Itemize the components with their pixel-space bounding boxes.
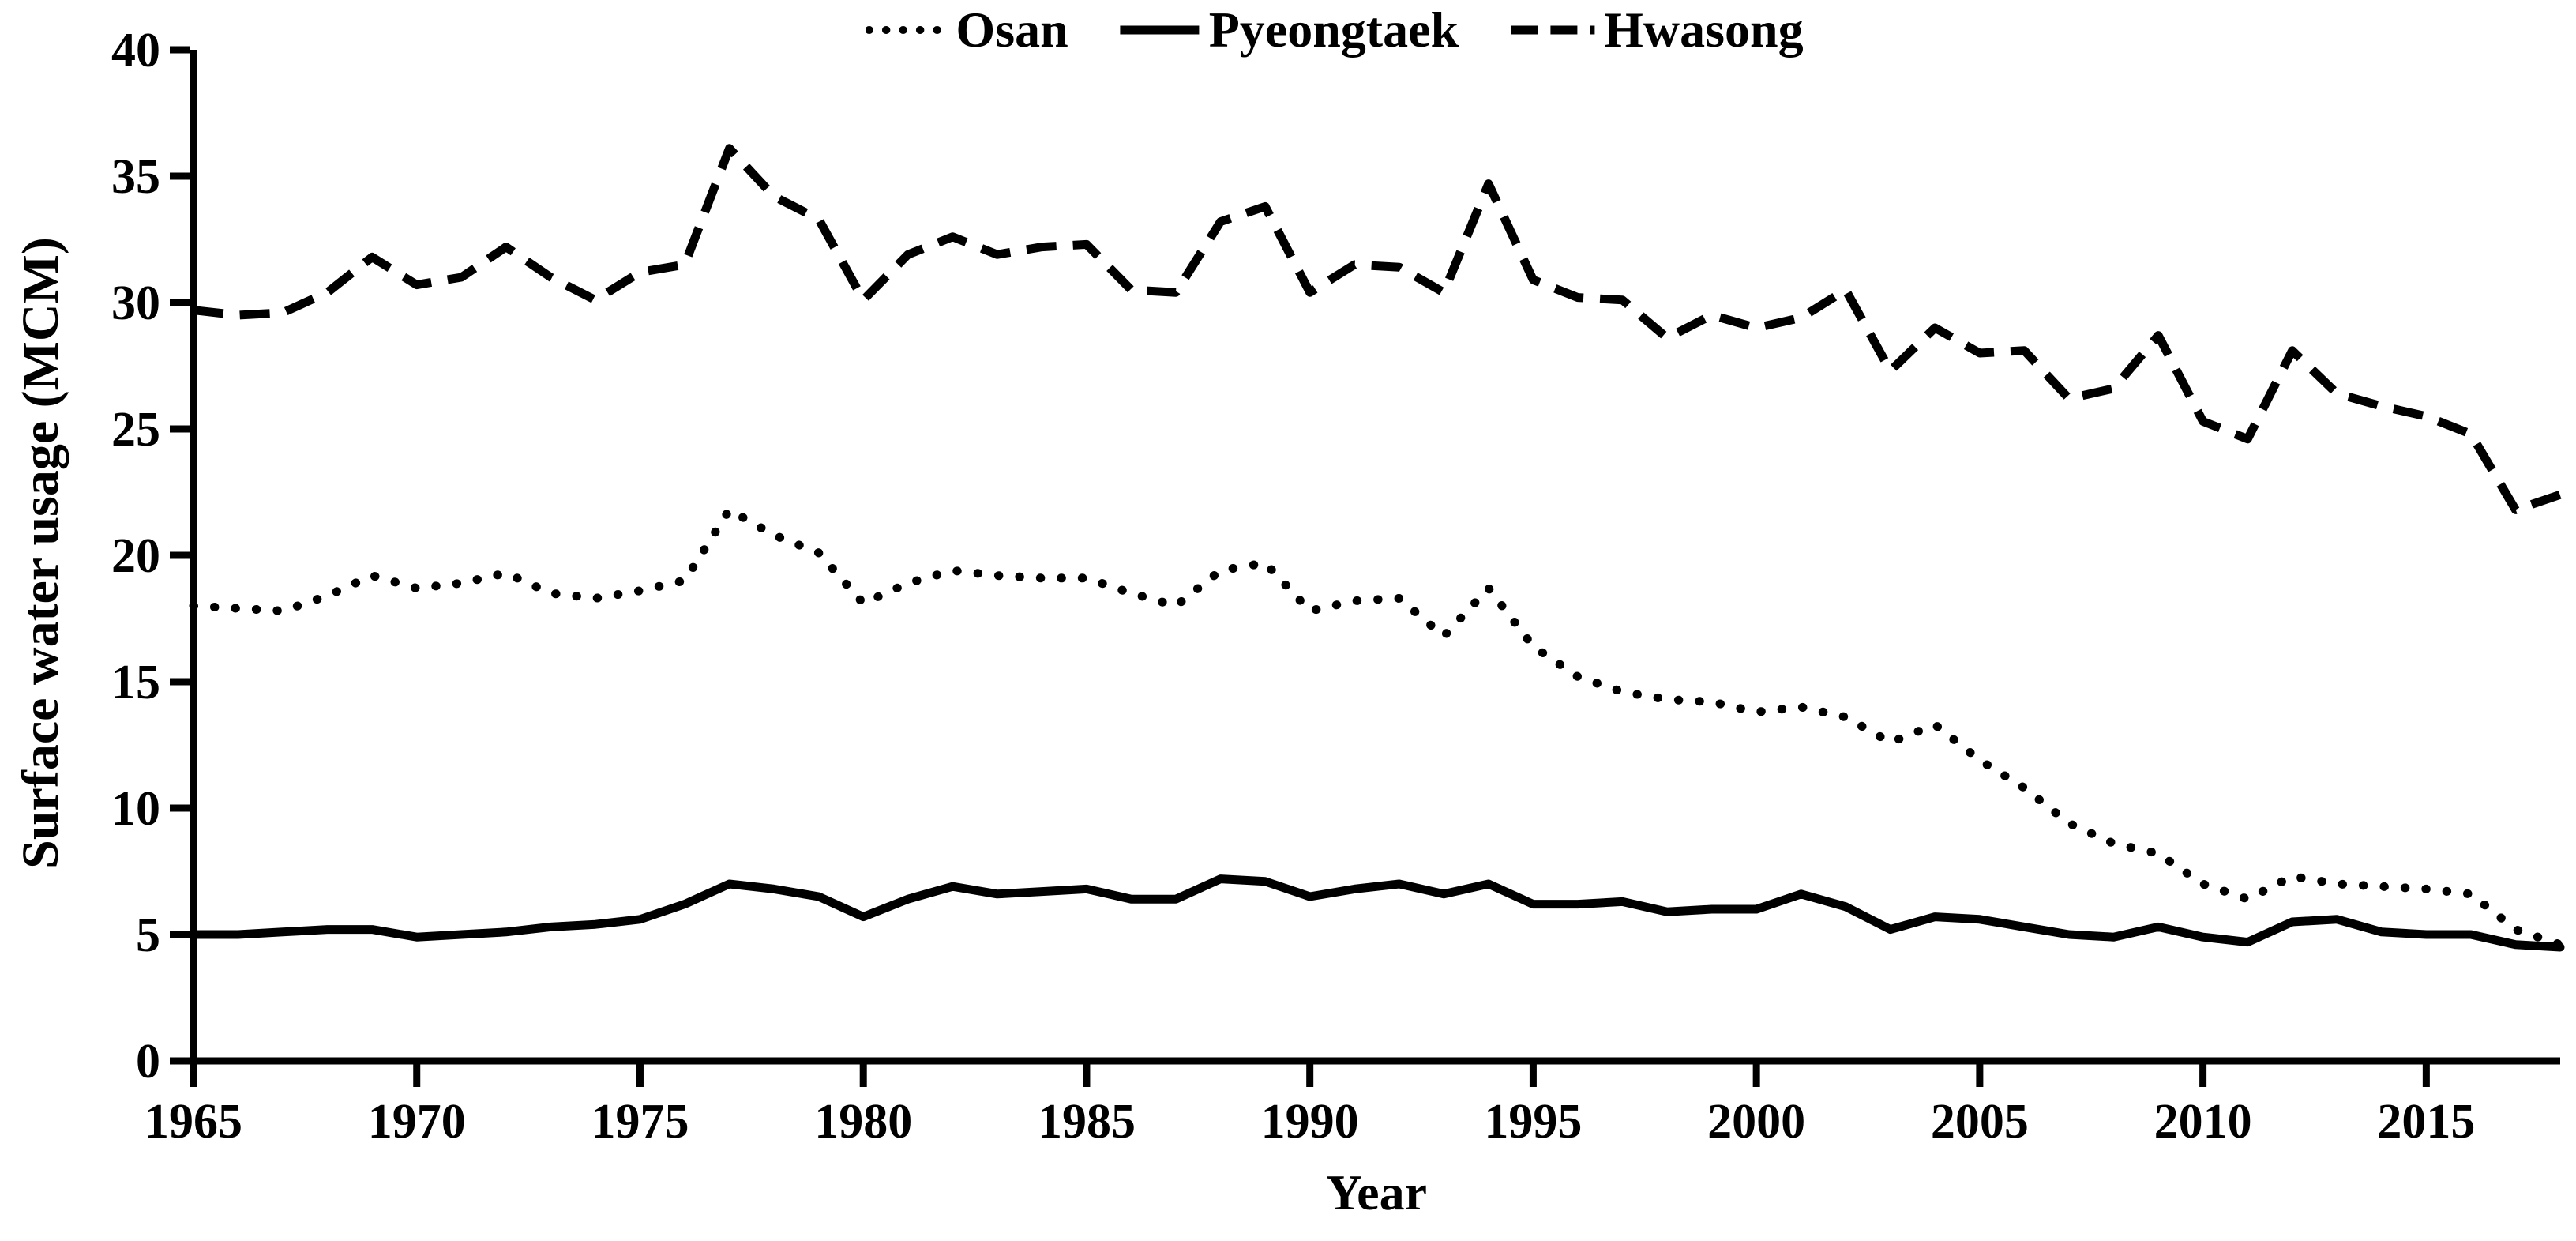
x-axis-title: Year	[1326, 1164, 1427, 1220]
x-tick-label: 2010	[2154, 1095, 2252, 1149]
y-tick-label: 5	[136, 908, 160, 962]
legend-sample-dotted-icon	[866, 26, 948, 34]
legend-sample-dashed-icon	[1511, 25, 1595, 35]
y-tick-label: 15	[111, 656, 160, 709]
legend-sample-solid-icon	[1120, 25, 1200, 35]
x-tick-label: 1995	[1484, 1095, 1582, 1149]
x-tick-label: 2015	[2377, 1095, 2475, 1149]
legend-item-osan: Osan	[866, 5, 1068, 55]
x-tick-label: 2000	[1707, 1095, 1805, 1149]
x-tick-label: 1980	[814, 1095, 912, 1149]
series-line-pyeongtaek	[189, 874, 2565, 952]
y-tick-label: 30	[111, 276, 160, 330]
y-tick-label: 35	[111, 150, 160, 204]
legend-item-pyeongtaek: Pyeongtaek	[1119, 5, 1459, 55]
y-tick-label: 20	[111, 529, 160, 583]
x-tick-label: 1985	[1038, 1095, 1136, 1149]
x-tick-label: 2005	[1931, 1095, 2029, 1149]
y-tick-label: 10	[111, 782, 160, 836]
legend-label-osan: Osan	[956, 2, 1068, 58]
legend-item-hwasong: Hwasong	[1509, 5, 1804, 55]
x-tick-label: 1970	[368, 1095, 466, 1149]
axis-lines	[190, 50, 2560, 1065]
legend-label-pyeongtaek: Pyeongtaek	[1208, 2, 1459, 58]
x-tick-label: 1990	[1261, 1095, 1359, 1149]
x-tick-label: 1965	[145, 1095, 242, 1149]
y-tick-label: 25	[111, 403, 160, 457]
chart-legend: Osan Pyeongtaek Hwasong	[866, 5, 1804, 55]
legend-label-hwasong: Hwasong	[1604, 2, 1804, 58]
x-tick-label: 1975	[591, 1095, 689, 1149]
series-line-hwasong	[193, 144, 2562, 514]
series-line-osan	[189, 505, 2565, 950]
y-tick-label: 0	[136, 1035, 160, 1089]
y-tick-label: 40	[111, 24, 160, 77]
